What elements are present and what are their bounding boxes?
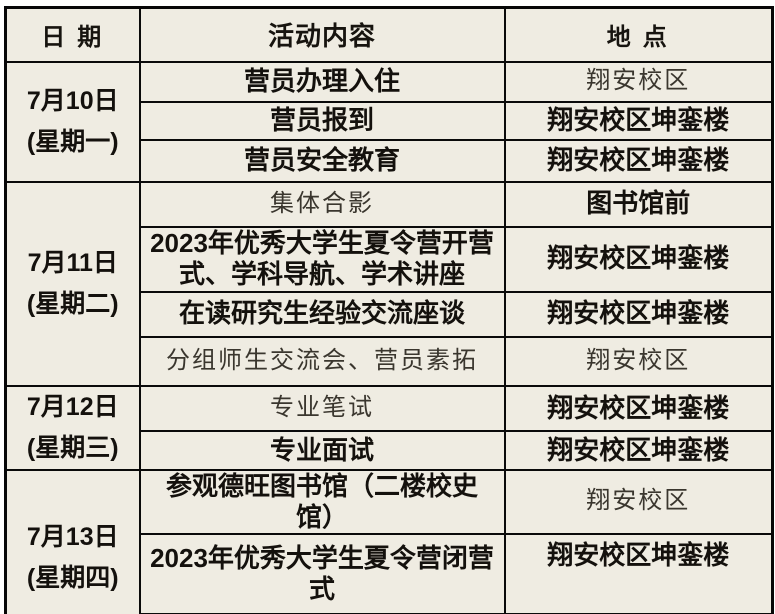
schedule-row: 营员报到 翔安校区坤銮楼	[6, 100, 774, 141]
weekday-text: (星期三)	[26, 433, 119, 462]
location-cell: 翔安校区坤銮楼	[503, 430, 774, 471]
date-cell: 7月13日 (星期四)	[4, 468, 141, 614]
location-cell: 翔安校区	[503, 335, 774, 387]
activity-cell: 营员安全教育	[138, 138, 506, 183]
activity-cell: 营员办理入住	[138, 60, 506, 103]
schedule-row: 7月11日 (星期二) 集体合影 图书馆前	[4, 180, 774, 387]
schedule-row: 2023年优秀大学生夏令营闭营式 翔安校区坤銮楼	[6, 532, 774, 614]
location-cell: 翔安校区	[503, 60, 774, 103]
weekday-text: (星期一)	[26, 127, 119, 156]
date-text: 7月12日	[26, 392, 119, 421]
header-row: 日 期 活动内容 地 点	[4, 6, 774, 63]
location-cell: 翔安校区坤銮楼	[503, 290, 774, 338]
activity-cell: 集体合影	[138, 180, 506, 228]
weekday-text: (星期二)	[26, 289, 119, 318]
location-cell: 翔安校区	[503, 468, 774, 535]
schedule-row: 在读研究生经验交流座谈 翔安校区坤銮楼	[6, 290, 774, 338]
activity-cell: 专业面试	[138, 430, 506, 471]
schedule-row: 专业面试 翔安校区坤銮楼	[6, 430, 774, 471]
schedule-row: 分组师生交流会、营员素拓 翔安校区	[6, 335, 774, 387]
schedule-row: 7月13日 (星期四) 参观德旺图书馆（二楼校史馆） 翔安校区	[4, 468, 774, 614]
date-text: 7月10日	[26, 86, 119, 115]
activity-cell: 在读研究生经验交流座谈	[138, 290, 506, 338]
activity-cell: 2023年优秀大学生夏令营开营式、学科导航、学术讲座	[138, 225, 506, 293]
activity-cell: 分组师生交流会、营员素拓	[138, 335, 506, 387]
date-cell: 7月12日 (星期三)	[4, 384, 141, 471]
location-cell: 翔安校区坤銮楼	[503, 384, 774, 433]
activity-cell: 专业笔试	[138, 384, 506, 433]
date-cell: 7月10日 (星期一)	[4, 60, 141, 183]
schedule-table: 日 期 活动内容 地 点 7月10日 (星期一) 营员办理入住 翔安校区 营员报到 翔安校…	[4, 6, 774, 614]
schedule-row: 营员安全教育 翔安校区坤銮楼	[6, 138, 774, 183]
activity-cell: 2023年优秀大学生夏令营闭营式	[138, 532, 506, 614]
location-cell: 翔安校区坤銮楼	[503, 100, 774, 141]
weekday-text: (星期四)	[26, 564, 119, 593]
schedule-row: 7月12日 (星期三) 专业笔试 翔安校区坤銮楼	[4, 384, 774, 471]
date-text: 7月11日	[27, 248, 118, 277]
date-text: 7月13日	[26, 523, 119, 552]
date-cell: 7月11日 (星期二)	[4, 180, 141, 387]
header-location: 地 点	[503, 6, 774, 63]
location-cell: 图书馆前	[503, 180, 774, 228]
schedule-row: 7月10日 (星期一) 营员办理入住 翔安校区	[4, 60, 774, 183]
activity-cell: 营员报到	[138, 100, 506, 141]
header-date: 日 期	[4, 6, 141, 63]
header-activity: 活动内容	[138, 6, 506, 63]
schedule-row: 2023年优秀大学生夏令营开营式、学科导航、学术讲座 翔安校区坤銮楼	[6, 225, 774, 293]
location-cell: 翔安校区坤銮楼	[503, 138, 774, 183]
activity-cell: 参观德旺图书馆（二楼校史馆）	[138, 468, 506, 535]
location-cell: 翔安校区坤銮楼	[503, 532, 774, 614]
location-cell: 翔安校区坤銮楼	[503, 225, 774, 293]
